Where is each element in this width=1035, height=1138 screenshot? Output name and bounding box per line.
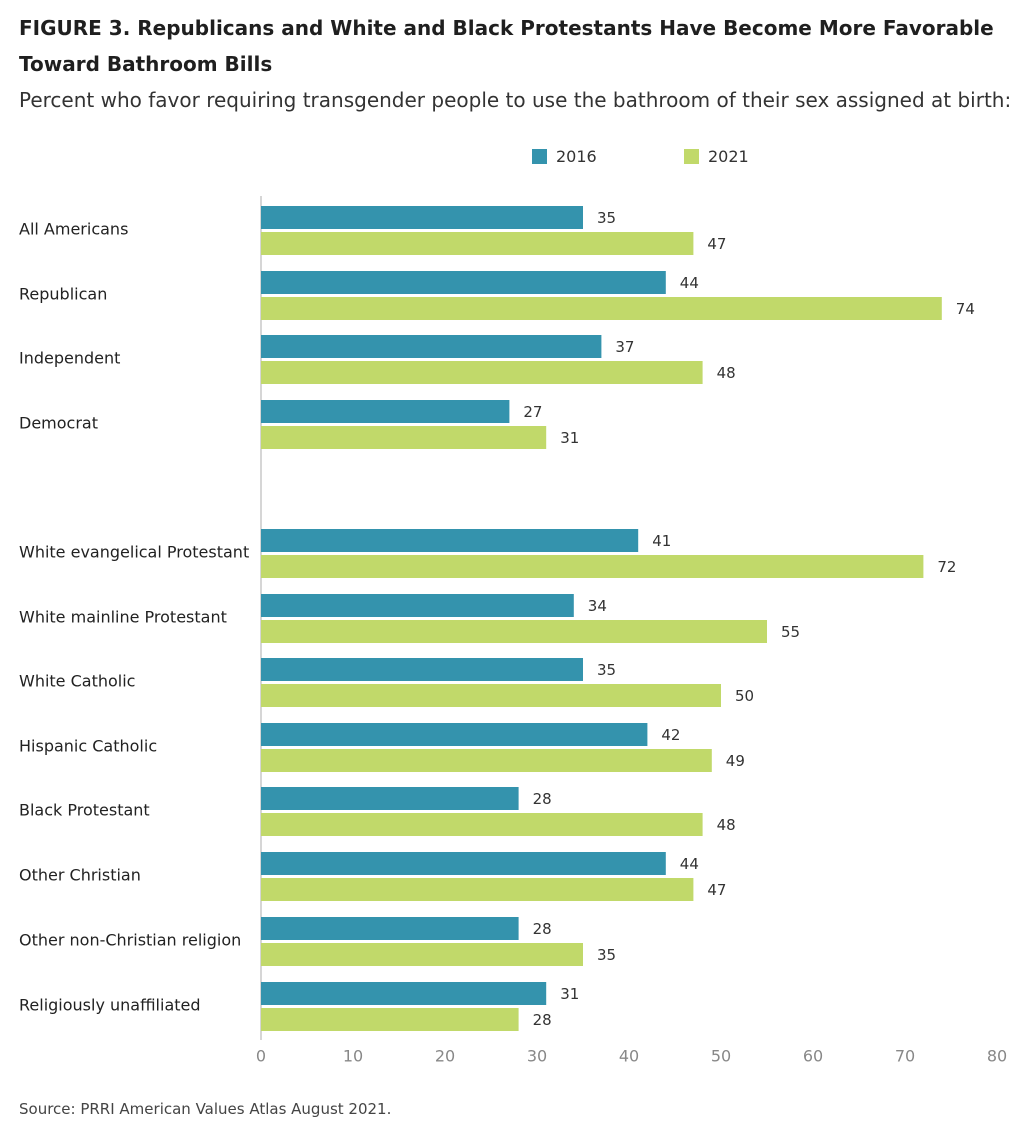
bar-2016 <box>261 206 583 229</box>
bar-2016 <box>261 917 519 940</box>
category-label: Democrat <box>19 414 98 433</box>
bar-2021 <box>261 684 721 707</box>
category-label: White Catholic <box>19 672 135 691</box>
data-label-2021: 50 <box>735 687 754 705</box>
data-label-2021: 55 <box>781 623 800 641</box>
bar-2021 <box>261 1008 519 1031</box>
bar-2016 <box>261 982 547 1005</box>
chart-title-line-2: Toward Bathroom Bills <box>19 52 273 76</box>
data-label-2016: 35 <box>597 661 616 679</box>
bar-2016 <box>261 271 666 294</box>
category-label: Independent <box>19 349 120 368</box>
x-tick-label: 40 <box>619 1047 639 1066</box>
x-tick-label: 70 <box>895 1047 915 1066</box>
data-label-2021: 72 <box>937 558 956 576</box>
chart-title-line-1: FIGURE 3. Republicans and White and Blac… <box>19 16 994 40</box>
data-label-2016: 44 <box>680 855 699 873</box>
data-label-2016: 35 <box>597 209 616 227</box>
bar-2016 <box>261 529 639 552</box>
category-label: Hispanic Catholic <box>19 737 157 756</box>
bar-2016 <box>261 723 648 746</box>
legend-swatch-2016 <box>532 148 547 164</box>
legend-swatch-2021 <box>684 148 699 164</box>
data-label-2021: 35 <box>597 946 616 964</box>
legend-label-2021: 2021 <box>708 146 749 166</box>
bar-2021 <box>261 361 703 384</box>
x-tick-label: 80 <box>987 1047 1007 1066</box>
category-label: Republican <box>19 285 107 304</box>
data-label-2021: 47 <box>707 881 726 899</box>
bar-2016 <box>261 400 510 423</box>
data-label-2021: 28 <box>533 1011 552 1029</box>
bar-2021 <box>261 426 547 449</box>
x-tick-label: 30 <box>527 1047 547 1066</box>
category-label: Other non-Christian religion <box>19 931 241 950</box>
category-label: Black Protestant <box>19 801 150 820</box>
data-label-2021: 48 <box>717 364 736 382</box>
bar-2021 <box>261 943 583 966</box>
bar-2021 <box>261 232 694 255</box>
category-label: Religiously unaffiliated <box>19 996 201 1015</box>
x-tick-label: 20 <box>435 1047 455 1066</box>
data-label-2016: 41 <box>652 532 671 550</box>
bar-2021 <box>261 555 924 578</box>
x-tick-label: 50 <box>711 1047 731 1066</box>
category-label: White evangelical Protestant <box>19 543 249 562</box>
bar-2016 <box>261 852 666 875</box>
source-note: Source: PRRI American Values Atlas Augus… <box>19 1100 392 1118</box>
data-label-2021: 49 <box>726 752 745 770</box>
data-label-2021: 47 <box>707 235 726 253</box>
legend-label-2016: 2016 <box>556 146 597 166</box>
category-label: All Americans <box>19 220 128 239</box>
data-label-2016: 42 <box>661 726 680 744</box>
data-label-2016: 34 <box>588 597 607 615</box>
data-label-2021: 31 <box>560 429 579 447</box>
bar-2016 <box>261 335 602 358</box>
bar-2016 <box>261 594 574 617</box>
category-label: White mainline Protestant <box>19 608 227 627</box>
data-label-2016: 44 <box>680 274 699 292</box>
x-tick-label: 60 <box>803 1047 823 1066</box>
bar-2021 <box>261 620 767 643</box>
bar-2021 <box>261 297 942 320</box>
data-label-2016: 27 <box>523 403 542 421</box>
data-label-2016: 28 <box>533 920 552 938</box>
legend-item-2021: 2021 <box>684 145 749 167</box>
bar-2021 <box>261 878 694 901</box>
bar-2016 <box>261 787 519 810</box>
data-label-2016: 31 <box>560 985 579 1003</box>
legend-item-2016: 2016 <box>532 145 597 167</box>
bar-2016 <box>261 658 583 681</box>
bar-2021 <box>261 749 712 772</box>
x-tick-label: 0 <box>256 1047 266 1066</box>
data-label-2016: 28 <box>533 790 552 808</box>
data-label-2021: 74 <box>956 300 975 318</box>
x-tick-label: 10 <box>343 1047 363 1066</box>
chart-subtitle: Percent who favor requiring transgender … <box>19 88 1012 112</box>
data-label-2016: 37 <box>615 338 634 356</box>
data-label-2021: 48 <box>717 816 736 834</box>
bar-2021 <box>261 813 703 836</box>
category-label: Other Christian <box>19 866 141 885</box>
